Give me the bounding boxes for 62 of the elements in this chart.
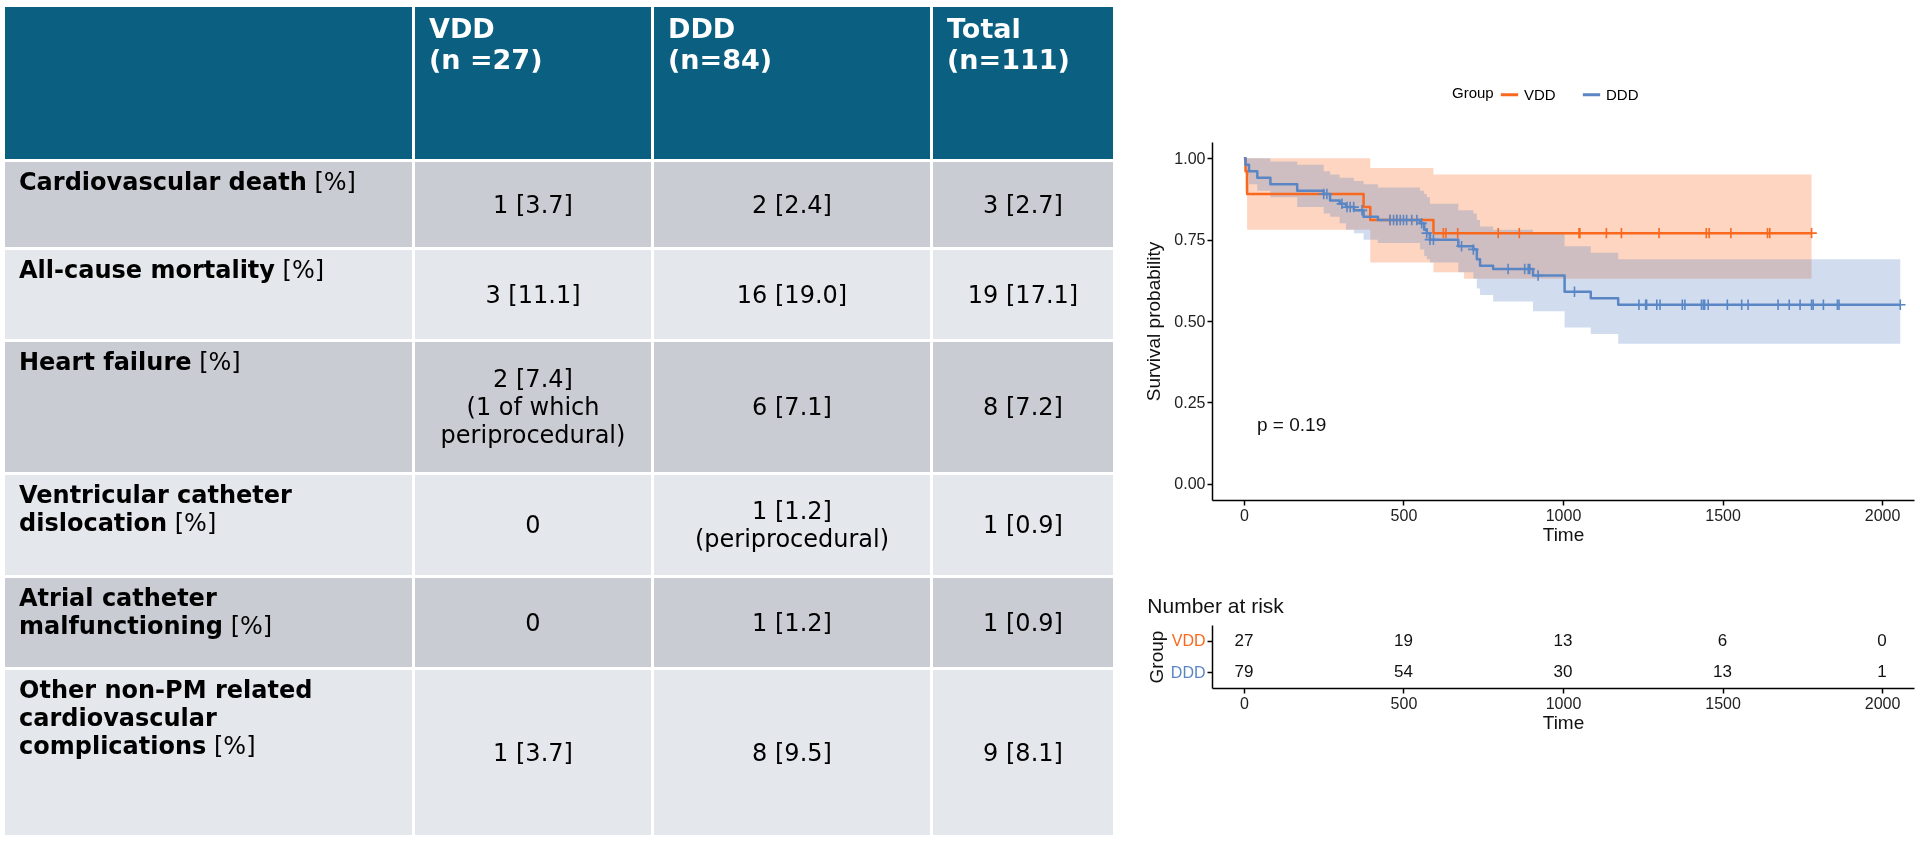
category-label: Atrial catheter malfunctioning [%] (19, 584, 273, 640)
y-tick-label: 0.50 (1174, 312, 1206, 330)
category-label: Total (n=111) (931, 5, 1115, 161)
text: 19 [17.1] (967, 280, 1079, 309)
x-tick-label: 1500 (1705, 506, 1741, 524)
data-label: 13 (1553, 630, 1573, 650)
x-tick-label: 0 (1239, 694, 1249, 712)
text: 3 [11.1] (485, 280, 581, 309)
legend-label: DDD (1606, 85, 1639, 103)
x-tick-label: 1000 (1545, 694, 1582, 712)
y-tick-label: 0.25 (1174, 393, 1206, 411)
category-label: VDD (n =27) (413, 5, 653, 161)
text: 2 [7.4] (1 of which periprocedural) (440, 365, 626, 449)
category-label: DDD (n=84) (652, 5, 932, 161)
text: 1 [1.2] (periprocedural) (694, 497, 890, 553)
legend-title: Group (1452, 84, 1494, 101)
text: 0 (525, 608, 541, 637)
x-tick-label: 500 (1390, 694, 1418, 712)
data-label: 27 (1234, 630, 1254, 650)
data-label: 79 (1234, 662, 1254, 682)
text: 9 [8.1] (983, 738, 1063, 767)
text: 1 [3.7] (493, 738, 573, 767)
y-axis-title: Group (1145, 630, 1167, 684)
text: 1 [1.2] (752, 608, 832, 637)
x-tick-label: 500 (1390, 506, 1418, 524)
x-tick-label: 2000 (1864, 506, 1901, 524)
category-label: All-cause mortality [%] (19, 256, 325, 284)
text: 1 [0.9] (983, 608, 1063, 637)
data-label: 1 (1877, 662, 1887, 682)
chart-title: Number at risk (1147, 594, 1285, 617)
category-label: Cardiovascular death [%] (19, 168, 356, 196)
x-axis-title: Time (1542, 711, 1585, 733)
category-label: Other non-PM related cardiovascular complications [%] (19, 676, 313, 760)
text: 8 [9.5] (752, 738, 832, 767)
data-label: 30 (1553, 662, 1573, 682)
legend-label: VDD (1524, 85, 1556, 103)
x-tick-label: 0 (1239, 506, 1249, 524)
y-tick-label: 1.00 (1174, 149, 1206, 167)
data-label: 54 (1393, 662, 1413, 682)
data-label: 0 (1877, 630, 1887, 650)
text: 2 [2.4] (752, 190, 832, 219)
x-tick-label: 2000 (1864, 694, 1901, 712)
data-label: 13 (1713, 662, 1733, 682)
category-label: Ventricular catheter dislocation [%] (19, 481, 292, 537)
annotation: p = 0.19 (1257, 414, 1327, 435)
x-axis-title: Time (1542, 523, 1585, 545)
text: 16 [19.0] (736, 280, 848, 309)
text: 6 [7.1] (752, 393, 832, 421)
y-axis-title: Survival probability (1143, 241, 1165, 402)
y-tick-label: 0.75 (1174, 231, 1206, 249)
x-tick-label: 1500 (1705, 694, 1741, 712)
data-label: 19 (1393, 630, 1413, 650)
text: 1 [3.7] (493, 190, 573, 219)
y-tick-label: DDD (1170, 663, 1206, 681)
y-tick-label: 0.00 (1174, 475, 1206, 493)
category-label: Heart failure [%] (19, 348, 241, 376)
text: 1 [0.9] (983, 511, 1063, 539)
text: 8 [7.2] (983, 393, 1063, 421)
x-tick-label: 1000 (1545, 506, 1582, 524)
y-tick-label: VDD (1171, 632, 1206, 650)
data-label: 6 (1717, 630, 1728, 650)
text: 3 [2.7] (983, 190, 1063, 219)
